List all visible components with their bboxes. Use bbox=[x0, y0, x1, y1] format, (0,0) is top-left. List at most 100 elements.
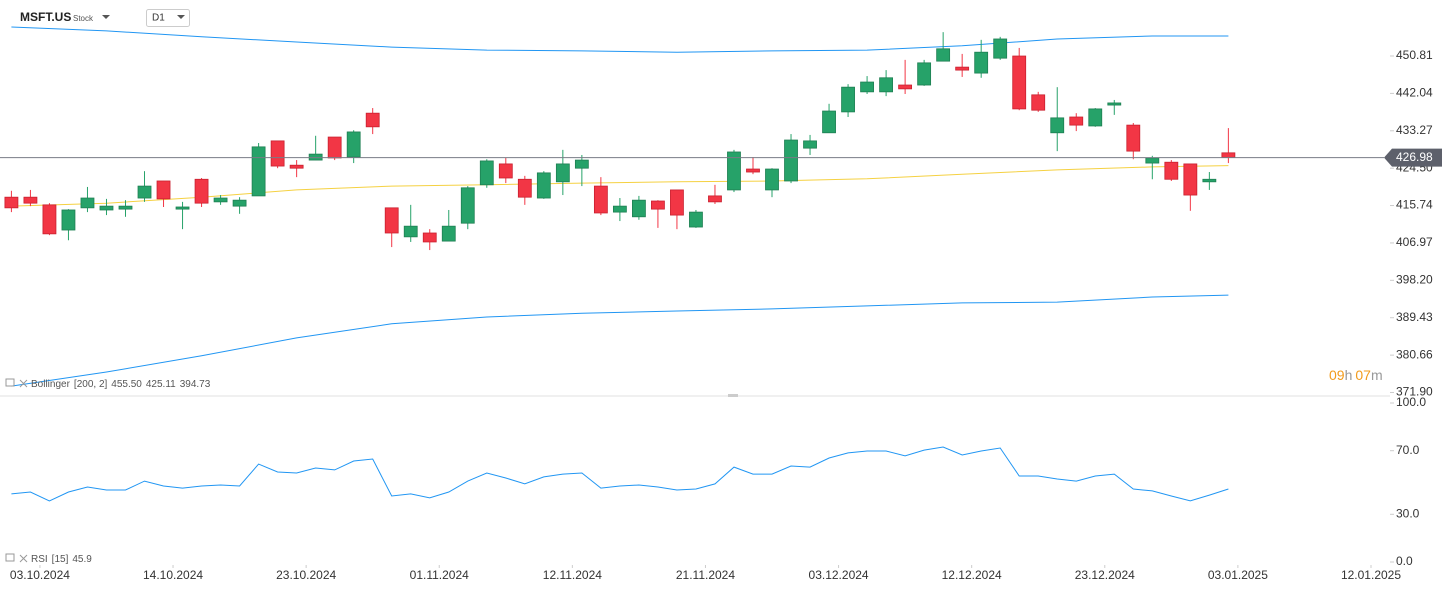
candle-body bbox=[403, 225, 418, 238]
candle-body bbox=[1107, 102, 1122, 106]
y-tick-label: 450.81 bbox=[1396, 48, 1433, 62]
timeframe-dropdown[interactable] bbox=[177, 15, 185, 19]
candle-body bbox=[80, 197, 95, 209]
candle-body bbox=[898, 84, 913, 90]
candle-body bbox=[993, 38, 1008, 59]
candle-body bbox=[289, 164, 304, 169]
candle-body bbox=[784, 139, 798, 182]
candle-body bbox=[841, 86, 855, 113]
candle-body bbox=[879, 77, 894, 93]
candle-body bbox=[327, 136, 342, 159]
candle-body bbox=[860, 81, 874, 93]
x-tick-label: 12.12.2024 bbox=[942, 568, 1002, 582]
bollinger-middle bbox=[11, 165, 1229, 207]
y-tick-label: 371.90 bbox=[1396, 385, 1433, 399]
candle-body bbox=[555, 163, 570, 183]
candle-body bbox=[270, 140, 285, 167]
candle-body bbox=[765, 168, 779, 191]
y-tick-label: 433.27 bbox=[1396, 123, 1433, 137]
x-tick-label: 01.11.2024 bbox=[410, 568, 469, 582]
candle-body bbox=[460, 187, 475, 224]
candle-body bbox=[479, 160, 494, 186]
candle-body bbox=[1145, 157, 1160, 164]
candle-body bbox=[194, 178, 209, 204]
candle-body bbox=[422, 232, 437, 243]
bollinger-upper bbox=[11, 26, 1229, 53]
timeframe-box[interactable] bbox=[146, 9, 190, 27]
legend-params: [200, 2] bbox=[74, 379, 108, 390]
candle-body bbox=[156, 180, 171, 200]
candle-body bbox=[670, 189, 684, 216]
candle-body bbox=[708, 195, 722, 203]
candle-body bbox=[1126, 124, 1141, 152]
candle-body bbox=[1012, 55, 1027, 110]
x-tick-label: 03.12.2024 bbox=[809, 568, 869, 582]
y-tick-label: 398.20 bbox=[1396, 273, 1433, 287]
rsi-y-tick-label: 30.0 bbox=[1396, 506, 1420, 520]
candle-body bbox=[99, 205, 114, 211]
x-tick-label: 12.11.2024 bbox=[543, 568, 602, 582]
legend-value: 455.50 bbox=[111, 379, 142, 390]
candle-body bbox=[1069, 116, 1084, 126]
candle-body bbox=[498, 163, 513, 179]
candle-body bbox=[1221, 152, 1236, 159]
legend-name: Bollinger bbox=[31, 379, 71, 390]
bollinger-lower bbox=[11, 294, 1229, 387]
candle-body bbox=[441, 225, 456, 242]
countdown-minutes: 07 bbox=[1355, 367, 1371, 383]
candle-body bbox=[822, 110, 836, 134]
y-tick-label: 380.66 bbox=[1396, 347, 1433, 361]
candle-body bbox=[612, 205, 627, 213]
panel-handle[interactable] bbox=[728, 394, 738, 397]
candle-layer bbox=[4, 32, 1236, 251]
candle-body bbox=[251, 146, 266, 197]
timeframe[interactable]: D1 bbox=[152, 13, 165, 24]
legend-name: RSI bbox=[31, 554, 48, 565]
price-tag bbox=[1384, 148, 1442, 167]
x-tick-label: 23.10.2024 bbox=[276, 568, 336, 582]
candle-body bbox=[651, 200, 665, 210]
symbol-dropdown[interactable] bbox=[102, 15, 110, 19]
y-tick-label: 389.43 bbox=[1396, 310, 1433, 324]
candle-body bbox=[632, 199, 646, 218]
candle-body bbox=[917, 62, 932, 86]
bollinger-layer bbox=[11, 26, 1229, 387]
legend-value: 45.9 bbox=[72, 554, 92, 565]
bollinger-legend-icon[interactable] bbox=[5, 378, 28, 388]
candle-body bbox=[1031, 94, 1046, 111]
rsi-legend: RSI [15] 45.9 bbox=[31, 554, 92, 565]
countdown: 09h 07m bbox=[1329, 367, 1383, 383]
countdown-h: h bbox=[1345, 367, 1353, 383]
candle-body bbox=[61, 209, 76, 231]
countdown-hours: 09 bbox=[1329, 367, 1345, 383]
countdown-m: m bbox=[1371, 367, 1383, 383]
x-tick-label: 03.10.2024 bbox=[10, 568, 70, 582]
symbol[interactable]: MSFT.US bbox=[20, 10, 71, 24]
y-tick-label: 406.97 bbox=[1396, 235, 1433, 249]
x-tick-label: 03.01.2025 bbox=[1208, 568, 1268, 582]
candle-body bbox=[213, 197, 228, 203]
y-tick-label: 442.04 bbox=[1396, 86, 1433, 100]
candle-body bbox=[365, 112, 380, 128]
candle-body bbox=[536, 172, 551, 199]
symbol-kind: Stock bbox=[73, 14, 94, 23]
rsi-y-tick-label: 100.0 bbox=[1396, 395, 1426, 409]
candle-body bbox=[936, 48, 951, 62]
candle-body bbox=[384, 207, 399, 234]
rsi-y-tick-label: 0.0 bbox=[1396, 554, 1413, 568]
rsi-line bbox=[11, 446, 1229, 502]
candle-body bbox=[727, 151, 741, 191]
candle-body bbox=[175, 206, 190, 210]
candle-body bbox=[593, 185, 608, 214]
candle-body bbox=[118, 205, 133, 210]
candle-body bbox=[1183, 163, 1198, 196]
rsi-y-tick-label: 70.0 bbox=[1396, 443, 1420, 457]
candle-body bbox=[955, 66, 970, 71]
candle-body bbox=[346, 131, 361, 158]
rsi-layer bbox=[11, 446, 1229, 502]
candle-body bbox=[1088, 108, 1103, 127]
candle-body bbox=[4, 196, 19, 209]
rsi-legend-icon[interactable] bbox=[5, 553, 28, 563]
candle-body bbox=[232, 199, 247, 207]
